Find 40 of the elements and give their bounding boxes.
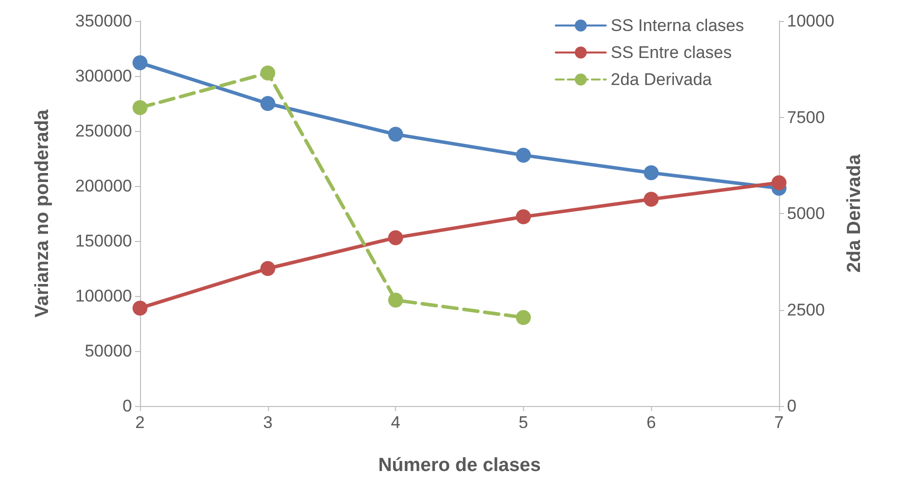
point	[772, 175, 786, 190]
y-tick-label: 150000	[75, 232, 132, 250]
y-tick-label: 350000	[75, 12, 132, 30]
point	[132, 100, 148, 116]
y-axis-title: Varianza no ponderada	[32, 109, 53, 318]
y2-tick-label: 0	[787, 396, 796, 416]
legend-label: SS Interna clases	[610, 16, 744, 35]
point	[388, 126, 404, 142]
y2-tick-label: 7500	[787, 108, 825, 127]
x-tick-label: 3	[263, 413, 273, 432]
y-tick-label: 100000	[75, 286, 132, 306]
y2-tick-label: 10000	[787, 12, 834, 30]
point	[516, 209, 531, 224]
point	[644, 192, 659, 207]
x-tick-label: 2	[135, 413, 145, 432]
y2-axis-title: 2da Derivada	[844, 154, 866, 273]
x-axis-title: Número de clases	[378, 455, 541, 476]
y-tick-label: 50000	[84, 342, 132, 360]
point	[516, 310, 531, 325]
point	[260, 96, 276, 111]
x-tick-label: 4	[390, 413, 400, 432]
point	[388, 230, 404, 246]
x-tick-label: 6	[646, 413, 656, 432]
x-tick-label: 7	[774, 413, 784, 432]
y-tick-label: 200000	[75, 176, 132, 196]
point	[644, 165, 659, 180]
legend-label: 2da Derivada	[610, 70, 712, 89]
y-tick-label: 0	[122, 396, 132, 416]
point	[132, 300, 148, 316]
point	[132, 55, 148, 70]
y2-tick-label: 5000	[787, 204, 825, 223]
y-tick-label: 300000	[75, 66, 132, 86]
point	[388, 292, 404, 308]
point	[516, 148, 531, 163]
y2-tick-label: 2500	[787, 300, 825, 320]
point	[260, 261, 276, 276]
point	[260, 65, 276, 80]
legend-label: SS Entre clases	[610, 43, 732, 62]
y-tick-label: 250000	[75, 122, 132, 140]
x-tick-label: 5	[518, 413, 528, 432]
